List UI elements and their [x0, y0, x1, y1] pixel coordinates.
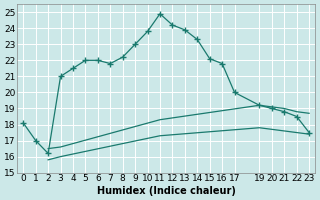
X-axis label: Humidex (Indice chaleur): Humidex (Indice chaleur): [97, 186, 236, 196]
